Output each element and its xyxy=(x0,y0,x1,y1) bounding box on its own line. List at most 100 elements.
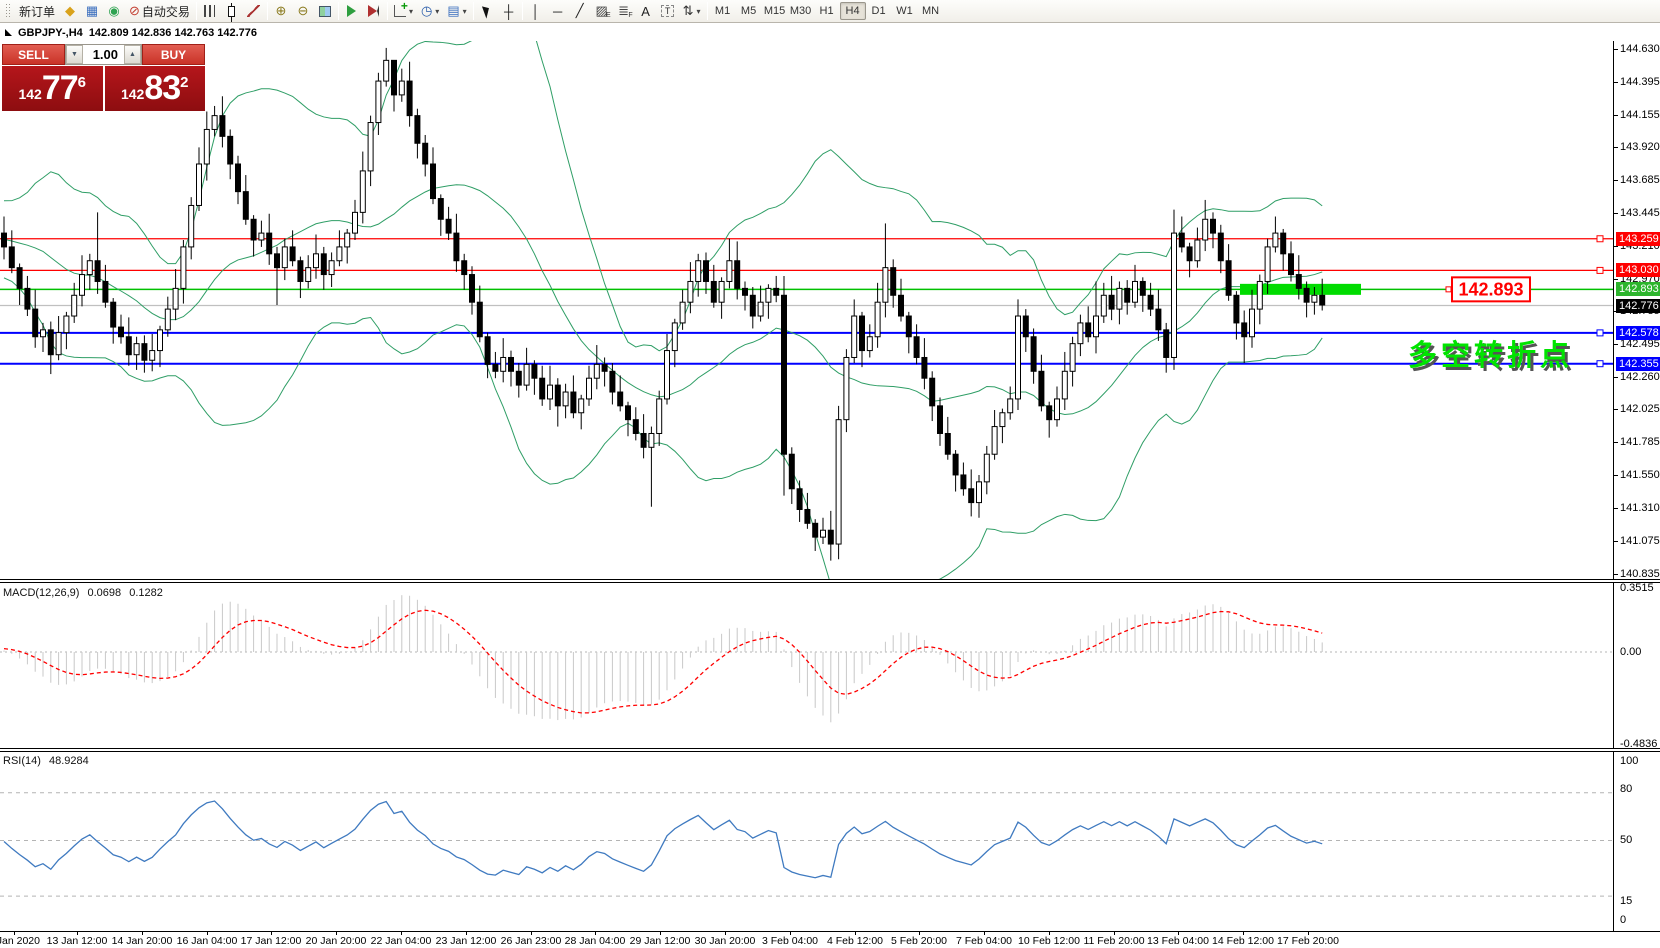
time-label: 13 Feb 04:00 xyxy=(1147,935,1209,947)
candle xyxy=(1093,281,1099,354)
candlestick-chart-button[interactable] xyxy=(221,1,243,22)
timeframe-w1[interactable]: W1 xyxy=(896,5,913,17)
candle xyxy=(242,175,249,225)
templates-button[interactable]: ▤ ▾ xyxy=(443,1,470,21)
candle xyxy=(313,234,319,279)
signals-icon[interactable]: ◉ xyxy=(103,1,125,21)
charts-window-icon[interactable]: ▦ xyxy=(81,1,103,21)
periods-button[interactable]: ◷ ▾ xyxy=(417,1,443,21)
zoom-in-button[interactable]: ⊕ xyxy=(270,1,292,21)
candle xyxy=(1295,255,1302,300)
candle xyxy=(1030,328,1037,384)
candle xyxy=(141,335,148,373)
text-label-tool[interactable]: T xyxy=(657,1,679,21)
candle xyxy=(383,47,390,87)
market-watch-icon[interactable]: ◆ xyxy=(59,1,81,21)
price-line-badge: 142.893 xyxy=(1616,282,1660,297)
macd-axis-label: -0.4836 xyxy=(1620,738,1658,750)
price-tick-label: 144.630 xyxy=(1620,43,1660,56)
templates-icon: ▤ xyxy=(447,3,460,18)
buy-button[interactable]: BUY xyxy=(142,44,205,65)
candle xyxy=(968,469,975,517)
chart-shift-button[interactable] xyxy=(363,1,385,21)
new-order-button[interactable]: 新订单 xyxy=(13,1,59,21)
macd-pane[interactable] xyxy=(0,583,1613,749)
timeframe-m30[interactable]: M30 xyxy=(789,5,812,17)
rsi-pane[interactable] xyxy=(0,751,1613,930)
time-label: 17 Jan 12:00 xyxy=(240,935,302,947)
pane-separator-rsi[interactable] xyxy=(0,748,1660,752)
toolbar-grip[interactable] xyxy=(5,3,10,19)
channel-tool[interactable]: ▨ E xyxy=(595,3,611,19)
candle xyxy=(999,408,1006,444)
price-box-annotation[interactable] xyxy=(1451,276,1531,303)
price-tick-label: 142.495 xyxy=(1620,338,1660,351)
price-tick-mark xyxy=(1614,376,1618,378)
main-chart-pane[interactable]: 142.893 xyxy=(0,41,1613,580)
sell-button[interactable]: SELL xyxy=(2,44,65,65)
macd-axis-label: 0.3515 xyxy=(1620,582,1654,594)
time-label: 13 Jan 12:00 xyxy=(46,935,108,947)
volume-input[interactable] xyxy=(83,45,124,64)
candle xyxy=(1163,322,1170,373)
price-tick-label: 142.260 xyxy=(1620,370,1660,383)
candle xyxy=(16,263,23,305)
price-tick-mark xyxy=(1614,49,1618,51)
candle xyxy=(944,416,951,460)
tile-windows-button[interactable] xyxy=(314,1,336,21)
toolbar-separator xyxy=(386,2,388,20)
turning-point-annotation: 多空转折点 xyxy=(1408,340,1574,372)
time-tick-mark xyxy=(207,932,208,935)
crosshair-tool-button[interactable]: ┼ xyxy=(498,1,520,21)
volume-increase-button[interactable]: ▲ xyxy=(124,45,141,64)
horizontal-line-tool[interactable]: ─ xyxy=(547,1,569,21)
autotrading-button[interactable]: ⊘ 自动交易 xyxy=(125,1,194,21)
price-tick-mark xyxy=(1614,147,1618,149)
indicators-add-button[interactable]: ▾ xyxy=(390,0,417,21)
candle xyxy=(921,338,928,390)
auto-scroll-button[interactable] xyxy=(341,1,363,21)
timeframe-m15[interactable]: M15 xyxy=(763,5,786,17)
time-tick-mark xyxy=(1308,932,1309,935)
timeframe-h1[interactable]: H1 xyxy=(819,5,834,17)
vertical-line-tool[interactable]: │ xyxy=(525,1,547,21)
zoom-out-button[interactable]: ⊖ xyxy=(292,1,314,21)
new-order-button-label: 新订单 xyxy=(19,4,56,19)
pane-separator-macd[interactable] xyxy=(0,579,1660,583)
sell-price-panel[interactable]: 142 77 6 xyxy=(2,66,103,111)
trendline-tool[interactable]: ╱ xyxy=(569,1,591,21)
candle xyxy=(476,285,483,343)
fibonacci-tool[interactable]: ≣ F xyxy=(618,3,633,19)
volume-decrease-button[interactable]: ▼ xyxy=(66,45,83,64)
timeframe-h4[interactable]: H4 xyxy=(839,2,866,20)
arrows-tool[interactable]: ⇅ ▾ xyxy=(679,1,705,21)
candle xyxy=(508,350,514,387)
price-tick-label: 143.685 xyxy=(1620,173,1660,186)
timeframe-mn[interactable]: MN xyxy=(921,5,940,17)
time-tick-mark xyxy=(725,932,726,935)
candle xyxy=(1202,199,1209,252)
timeframe-d1[interactable]: D1 xyxy=(871,5,886,17)
timeframe-m5[interactable]: M5 xyxy=(740,5,757,17)
candle xyxy=(687,262,694,314)
candle xyxy=(133,336,140,370)
candle xyxy=(484,332,491,379)
candle xyxy=(320,246,327,290)
candle xyxy=(820,517,826,545)
cursor-tool-button[interactable] xyxy=(476,1,498,21)
line-chart-button[interactable] xyxy=(243,1,265,21)
toolbar-separator xyxy=(266,2,268,20)
candle xyxy=(905,311,912,354)
time-tick-mark xyxy=(336,932,337,935)
candle xyxy=(874,282,881,348)
text-tool[interactable]: A xyxy=(635,1,657,21)
buy-price-panel[interactable]: 142 83 2 xyxy=(104,66,205,111)
candlestick-chart-icon xyxy=(228,2,236,22)
candle xyxy=(289,230,296,267)
bar-chart-button[interactable] xyxy=(199,1,221,21)
price-tick-mark xyxy=(1614,409,1618,411)
price-axis[interactable]: 144.630 144.395 144.155 143.920 143.685 143.4… xyxy=(1613,41,1660,931)
timeframe-m1[interactable]: M1 xyxy=(714,5,731,17)
autotrading-button-label: 自动交易 xyxy=(141,4,190,19)
